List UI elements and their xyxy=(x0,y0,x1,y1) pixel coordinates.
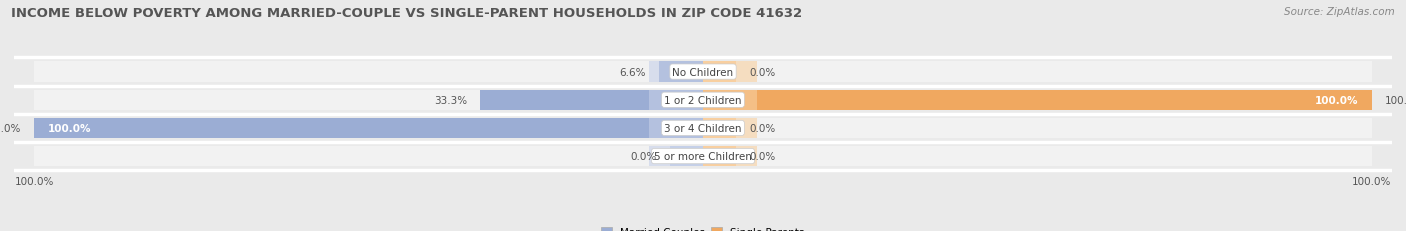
Text: 100.0%: 100.0% xyxy=(1385,95,1406,105)
Bar xyxy=(703,118,756,138)
Text: 100.0%: 100.0% xyxy=(0,123,21,133)
Bar xyxy=(703,118,737,138)
Text: 100.0%: 100.0% xyxy=(48,123,91,133)
Text: INCOME BELOW POVERTY AMONG MARRIED-COUPLE VS SINGLE-PARENT HOUSEHOLDS IN ZIP COD: INCOME BELOW POVERTY AMONG MARRIED-COUPL… xyxy=(11,7,803,20)
Text: 1 or 2 Children: 1 or 2 Children xyxy=(664,95,742,105)
Text: 6.6%: 6.6% xyxy=(619,67,645,77)
Text: 0.0%: 0.0% xyxy=(749,123,776,133)
Bar xyxy=(703,146,756,167)
Text: No Children: No Children xyxy=(672,67,734,77)
Bar xyxy=(703,90,1372,110)
Text: 0.0%: 0.0% xyxy=(749,152,776,161)
Bar xyxy=(34,146,703,167)
Text: 0.0%: 0.0% xyxy=(749,67,776,77)
Bar xyxy=(703,62,737,82)
Bar xyxy=(481,90,703,110)
Bar xyxy=(703,90,756,110)
Bar xyxy=(650,118,703,138)
Bar xyxy=(34,62,703,82)
Bar xyxy=(650,90,703,110)
Bar xyxy=(703,146,1372,167)
Bar xyxy=(650,146,703,167)
Bar xyxy=(659,62,703,82)
Bar xyxy=(703,62,756,82)
Text: 5 or more Children: 5 or more Children xyxy=(654,152,752,161)
Bar xyxy=(703,90,1372,110)
Legend: Married Couples, Single Parents: Married Couples, Single Parents xyxy=(598,223,808,231)
Bar xyxy=(703,118,1372,138)
Bar xyxy=(34,90,703,110)
Text: 0.0%: 0.0% xyxy=(630,152,657,161)
Bar xyxy=(669,146,703,167)
Bar xyxy=(34,118,703,138)
Bar xyxy=(703,146,737,167)
Bar xyxy=(650,62,703,82)
Text: 33.3%: 33.3% xyxy=(434,95,467,105)
Bar xyxy=(34,118,703,138)
Text: Source: ZipAtlas.com: Source: ZipAtlas.com xyxy=(1284,7,1395,17)
Text: 100.0%: 100.0% xyxy=(1315,95,1358,105)
Bar xyxy=(703,62,1372,82)
Text: 3 or 4 Children: 3 or 4 Children xyxy=(664,123,742,133)
